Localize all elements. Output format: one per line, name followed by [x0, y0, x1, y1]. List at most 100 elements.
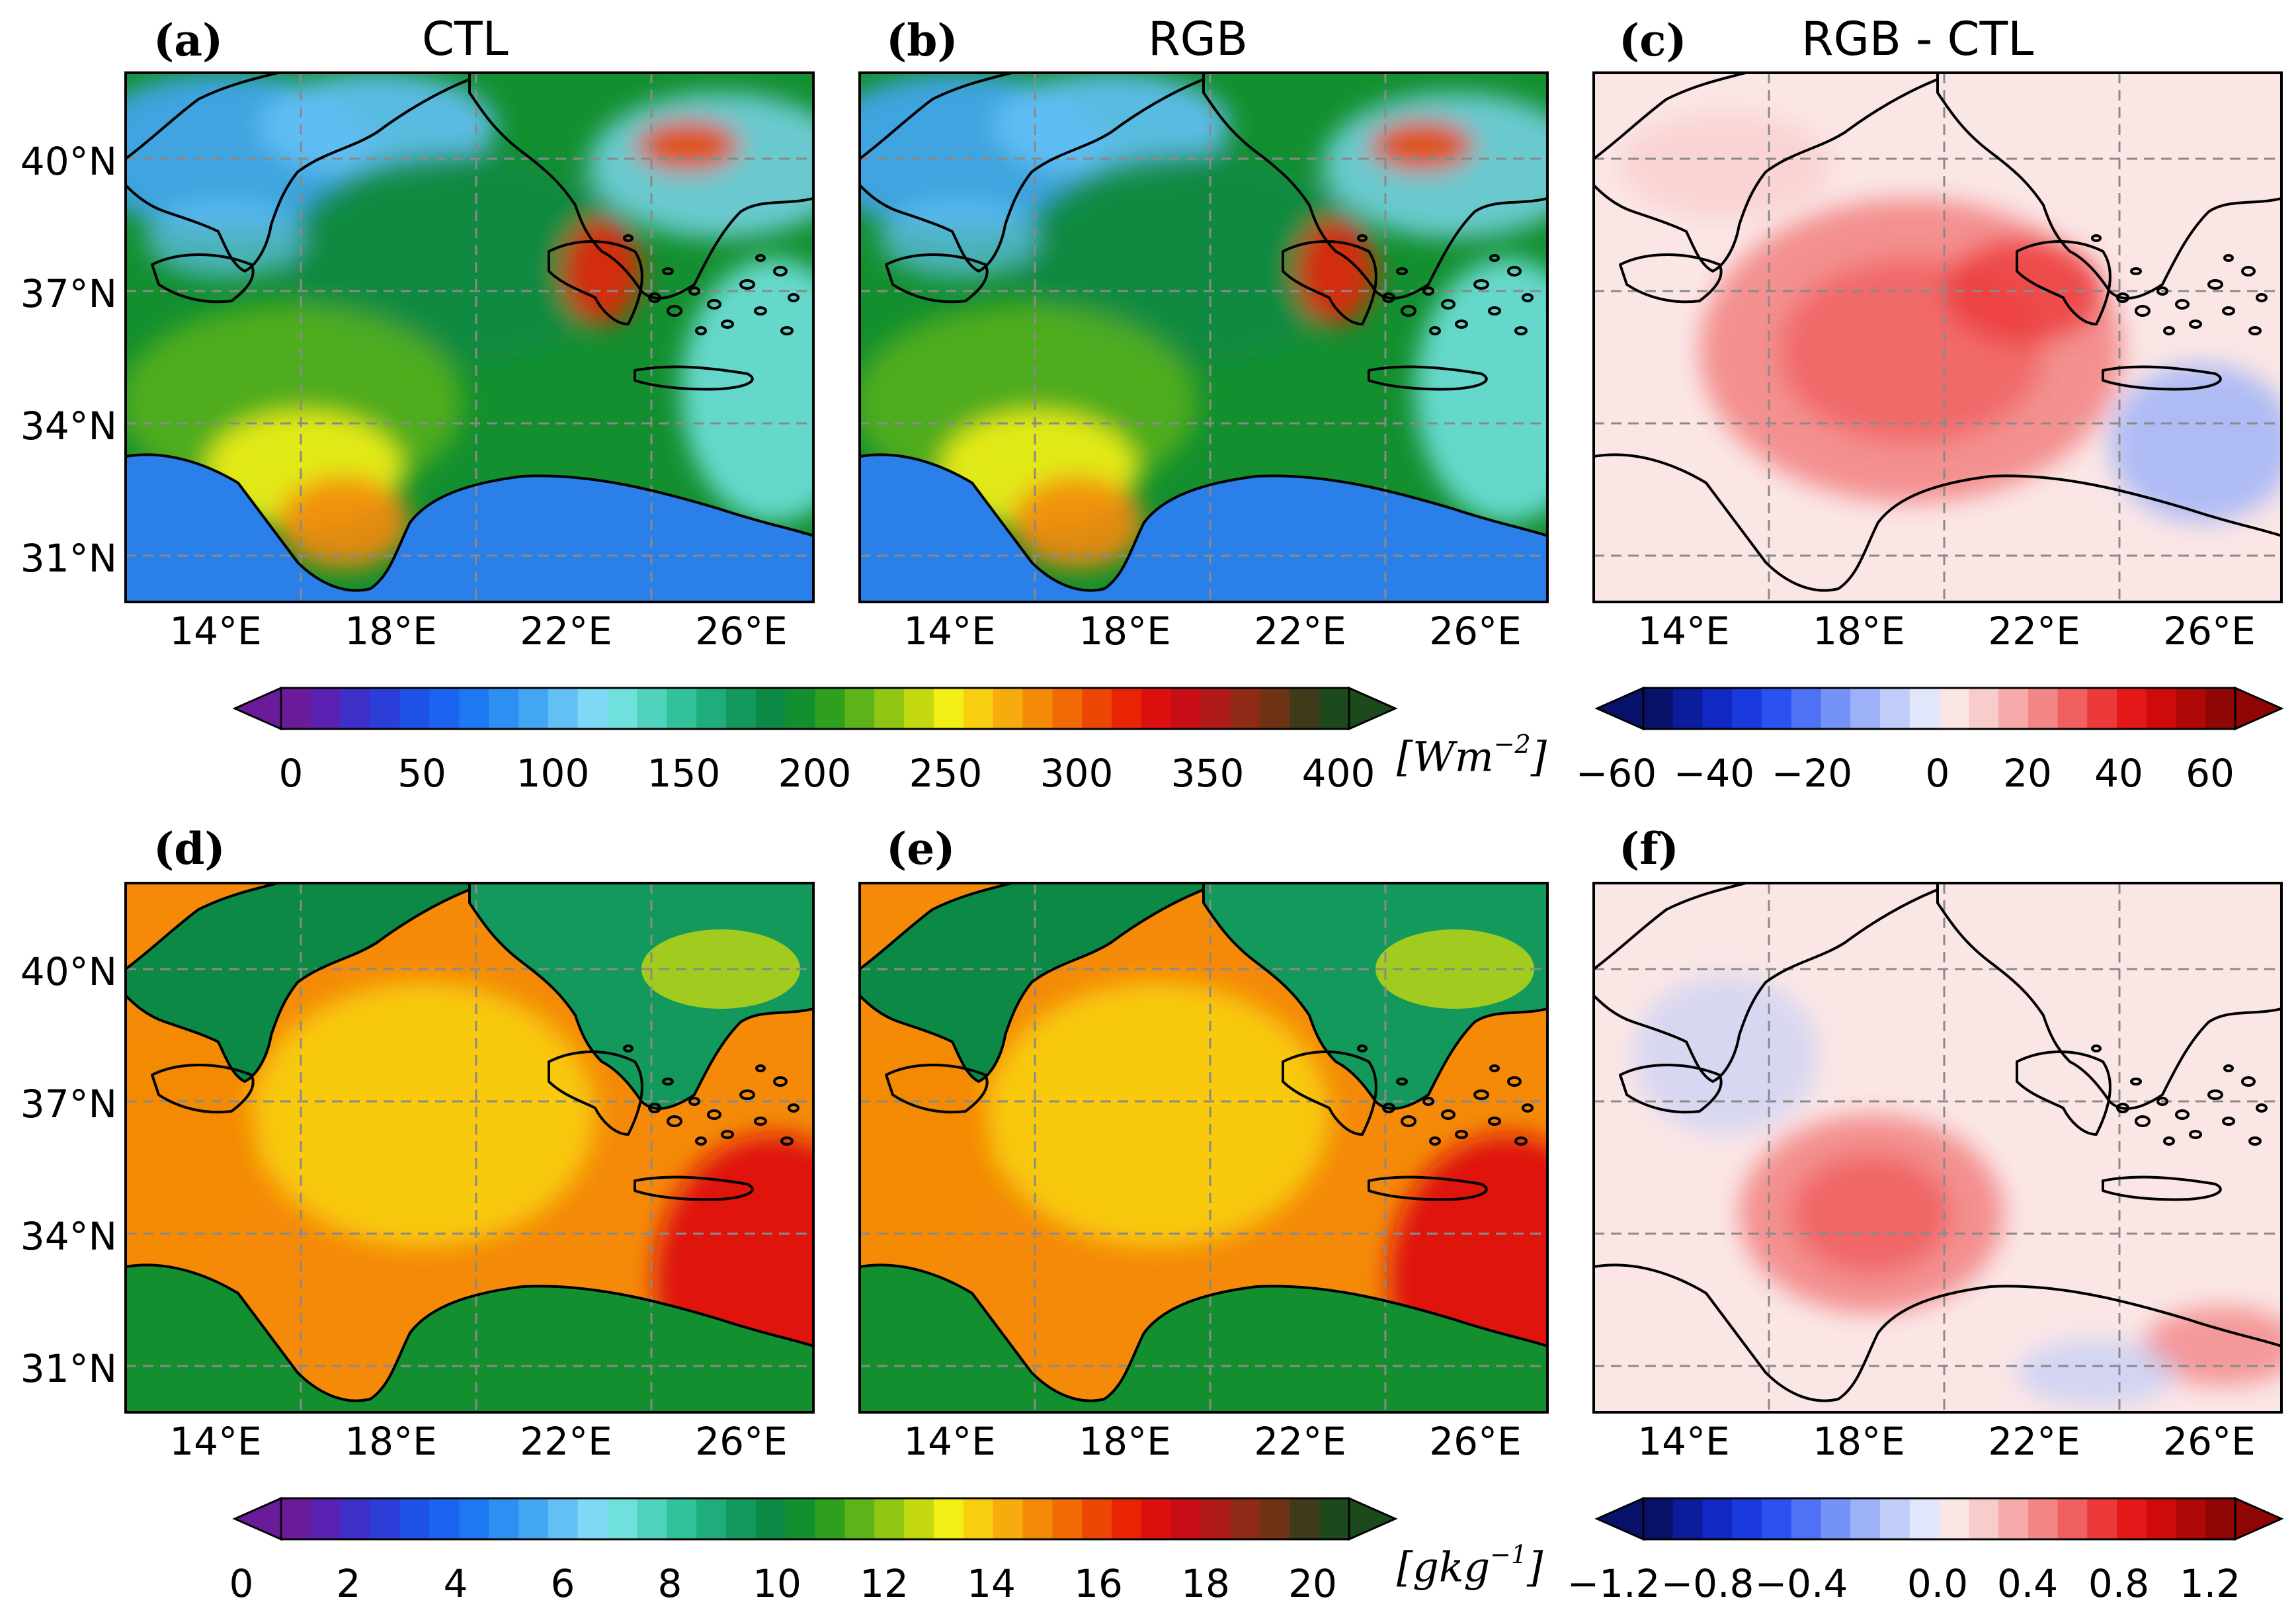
cb-bottom-diff-tick-6: 1.2 [2179, 1561, 2241, 1606]
panel-title-a: CTL [422, 12, 509, 66]
coastline-italy [1594, 883, 1939, 1083]
lat-label-40n-bottom: 40°N [20, 949, 117, 994]
mid-humidity-region-central [251, 982, 595, 1247]
coastlines [126, 73, 813, 602]
coastline-island-11 [662, 267, 674, 275]
low-radiation-region-tyrrhenian [145, 198, 304, 278]
cb-bottom-main-tick-1: 2 [336, 1561, 361, 1606]
colorbar-swatch-14 [696, 1498, 727, 1539]
low-radiation-region-east [1415, 258, 1547, 523]
colorbar-swatch-16 [755, 1498, 786, 1539]
coastline-island-12 [2091, 1044, 2102, 1052]
colorbar-swatch-22 [933, 1498, 964, 1539]
coastline-island-3 [1441, 1109, 1456, 1120]
coastline-island-7 [1488, 306, 1501, 316]
coastline-island-10 [1489, 1064, 1500, 1072]
coastline-island-0 [648, 292, 661, 303]
lon-label-b-14e: 14°E [903, 609, 996, 654]
cb-bottom-main-tick-7: 14 [967, 1561, 1016, 1606]
coastline-peloponnese [548, 240, 643, 325]
coastline-island-6 [1473, 1089, 1489, 1100]
cb-bottom-unit: [gkg−1] [1397, 1540, 1543, 1592]
coastline-island-4 [721, 1130, 734, 1139]
colorbar-swatch-23 [963, 1498, 994, 1539]
colorbar-swatch-9 [1909, 688, 1940, 729]
colorbar-swatch-34 [1290, 1498, 1320, 1539]
coastline-island-13 [780, 1136, 794, 1146]
contour-field [126, 73, 813, 602]
colorbar-swatch-2 [1702, 1498, 1733, 1539]
colorbar-swatch-28 [1112, 1498, 1142, 1539]
cb-top-diff-tick-3: 0 [1925, 751, 1950, 796]
colorbar-swatch-4 [399, 1498, 430, 1539]
coastline-greece [1936, 883, 2281, 1110]
strong-positive-difference-core [1792, 1154, 1951, 1273]
contour-shading [860, 73, 1547, 569]
colorbar-swatch-23 [963, 688, 994, 729]
colorbar-humidity-diff [1594, 1496, 2284, 1541]
coastline-island-5 [1429, 326, 1441, 335]
lat-label-40n-top: 40°N [20, 139, 117, 184]
coastline-island-12 [623, 234, 634, 242]
coastline-island-8 [2241, 266, 2256, 277]
colorbar-swatch-24 [993, 688, 1024, 729]
colorbar-swatch-15 [725, 688, 757, 729]
coastline-island-11 [662, 1078, 674, 1086]
high-radiation-region-coast [278, 476, 410, 569]
colorbar-swatch-25 [1022, 1498, 1053, 1539]
cb-bottom-main-tick-8: 16 [1074, 1561, 1123, 1606]
low-radiation-region-adriatic [258, 73, 496, 179]
mid-humidity-region-central [985, 982, 1329, 1247]
cb-top-diff-tick-1: −40 [1673, 751, 1755, 796]
colorbar-swatch-28 [1112, 688, 1142, 729]
coastline-island-7 [754, 306, 767, 316]
coastline-island-1 [667, 305, 682, 317]
colorbar-swatch-8 [1880, 1498, 1910, 1539]
cb-bottom-diff-tick-1: −0.8 [1660, 1561, 1754, 1606]
coastline-crete [2102, 1175, 2222, 1201]
colorbar-swatch-15 [725, 1498, 757, 1539]
coastline-island-5 [2163, 326, 2175, 335]
cb-bottom-main-tick-2: 4 [443, 1561, 468, 1606]
colorbar-swatch-18 [2176, 688, 2206, 729]
colorbar-swatch-19 [2205, 1498, 2236, 1539]
coastline-peloponnese [1282, 1050, 1377, 1136]
cb-top-main-tick-1: 50 [397, 751, 446, 796]
cb-top-diff-tick-0: −60 [1575, 751, 1657, 796]
colorbar-swatch-12 [637, 688, 667, 729]
coastline-island-12 [623, 1044, 634, 1052]
coastline-crete [634, 365, 754, 391]
colorbar-swatch-17 [785, 1498, 816, 1539]
coastline-peloponnese [1282, 240, 1377, 325]
lon-label-b-18e: 18°E [1079, 609, 1171, 654]
colorbar-swatch-8 [518, 1498, 549, 1539]
coastline-island-1 [1401, 1115, 1416, 1127]
cb-bottom-diff-tick-2: −0.4 [1754, 1561, 1848, 1606]
coastline-island-12 [1357, 234, 1368, 242]
colorbar-swatch-16 [2117, 688, 2147, 729]
colorbar-swatch-0 [281, 1498, 311, 1539]
colorbar-swatch-29 [1141, 688, 1172, 729]
coastline-island-8 [773, 1076, 788, 1087]
colorbar-extend-min-arrow [1594, 686, 1645, 731]
panel-label-d: (d) [153, 823, 226, 874]
coastline-island-5 [2163, 1136, 2175, 1146]
coastline-island-9 [788, 1103, 800, 1113]
coastline-island-3 [2175, 1109, 2190, 1120]
cb-top-main-tick-4: 200 [778, 751, 852, 796]
cb-bottom-main-tick-5: 10 [753, 1561, 801, 1606]
cb-top-unit: [Wm−2] [1397, 730, 1547, 781]
colorbar-swatch-14 [696, 688, 727, 729]
coastline-island-11 [2130, 267, 2142, 275]
colorbar-swatch-16 [755, 688, 786, 729]
coastline-africa [1594, 453, 2281, 602]
colorbar-swatch-8 [518, 688, 549, 729]
colorbar-swatch-4 [1762, 688, 1792, 729]
negative-difference-region-west [1633, 976, 1819, 1134]
cb-bottom-diff-tick-0: −1.2 [1567, 1561, 1660, 1606]
map-frame [1592, 882, 2283, 1414]
lon-label-f-14e: 14°E [1637, 1419, 1730, 1464]
colorbar-swatch-13 [2028, 688, 2059, 729]
coastline-africa [1594, 1263, 2281, 1412]
colorbar-swatch-12 [637, 1498, 667, 1539]
